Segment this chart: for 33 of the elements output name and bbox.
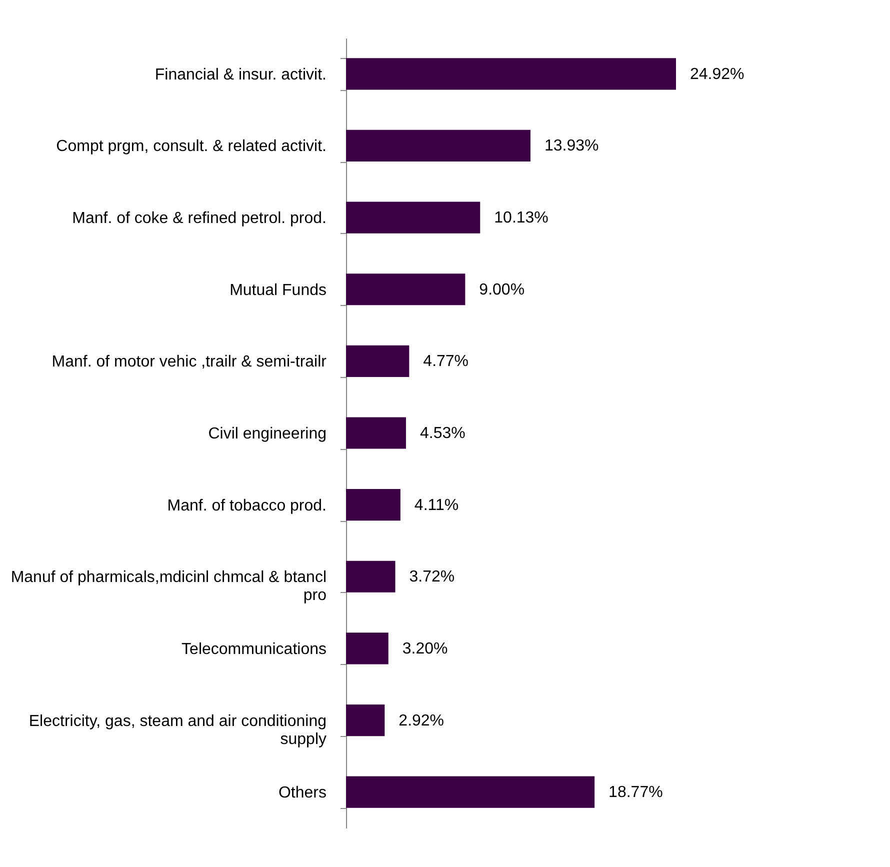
bar: [346, 704, 385, 736]
y-tick-label: Manf. of tobacco prod.: [167, 497, 326, 514]
y-tick-label: Manf. of coke & refined petrol. prod.: [72, 210, 326, 228]
bar: [346, 274, 466, 306]
y-tick-label: Others: [278, 784, 326, 802]
y-tick-label: Manuf of pharmicals,mdicinl chmcal & btancl pro: [10, 569, 327, 604]
data-label: 4.11%: [414, 496, 459, 514]
bar: [346, 345, 410, 377]
data-label: 3.72%: [409, 568, 455, 586]
y-tick-label: Manf. of motor vehic ,trailr & semi-trailr: [52, 354, 328, 371]
data-label: 2.92%: [398, 712, 444, 730]
bar: [346, 130, 530, 162]
data-label: 24.92%: [690, 66, 744, 83]
data-label: 4.77%: [423, 353, 469, 370]
data-label: 9.00%: [479, 281, 525, 298]
bar: [346, 632, 388, 664]
bar: [346, 58, 676, 90]
bar: [346, 417, 406, 449]
bar: [346, 560, 396, 592]
bar: [346, 202, 480, 234]
y-tick-label: Electricity, gas, steam and air conditioning supply: [28, 712, 326, 748]
y-tick-label: Civil engineering: [208, 426, 326, 442]
y-tick-label: Compt prgm, consult. & related activit.: [56, 138, 326, 156]
bar: [346, 776, 595, 808]
data-label: 18.77%: [608, 784, 663, 802]
bar: [346, 489, 400, 521]
y-tick-label: Telecommunications: [182, 640, 326, 658]
data-label: 10.13%: [494, 210, 548, 227]
data-label: 4.53%: [420, 425, 466, 442]
y-tick-label: Financial & insur. activit.: [154, 66, 326, 84]
y-tick-label: Mutual Funds: [230, 282, 326, 299]
data-label: 3.20%: [402, 640, 448, 658]
data-label: 13.93%: [544, 138, 599, 155]
